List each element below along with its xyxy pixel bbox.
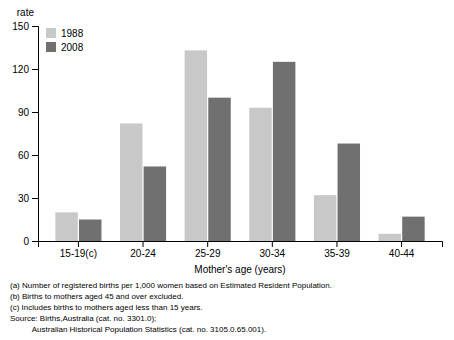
- y-tick-mark: [32, 241, 38, 242]
- y-tick: 90: [18, 107, 38, 118]
- y-tick-label: 150: [12, 21, 29, 32]
- y-tick-mark: [32, 155, 38, 156]
- legend-item: 1988: [46, 28, 84, 39]
- x-tick: 35-39: [324, 241, 350, 259]
- bar: [120, 123, 142, 241]
- y-tick-label: 120: [12, 64, 29, 75]
- x-tick: 15-19(c): [60, 241, 97, 259]
- x-tick-label: 30-34: [260, 248, 286, 259]
- bar: [273, 62, 295, 241]
- x-tick: 40-44: [389, 241, 415, 259]
- x-axis-title: Mother's age (years): [194, 264, 285, 275]
- annotation: Australian Historical Population Statist…: [10, 325, 266, 334]
- annotation: (a) Number of registered births per 1,00…: [10, 281, 332, 290]
- y-axis-line: [32, 27, 39, 242]
- y-tick: 0: [23, 236, 38, 247]
- x-axis: 15-19(c) 20-24 25-29 30-34 35-39 40-44: [39, 241, 443, 259]
- y-axis-title: rate: [17, 7, 35, 18]
- x-tick-label: 35-39: [324, 248, 350, 259]
- y-tick-mark: [32, 112, 38, 113]
- legend-label: 2008: [61, 42, 84, 53]
- y-tick-label: 60: [18, 150, 30, 161]
- bar: [55, 212, 77, 241]
- bar: [314, 195, 336, 241]
- bar: [249, 108, 271, 241]
- annotation: (c) Includes births to mothers aged less…: [10, 303, 203, 312]
- legend-label: 1988: [61, 28, 84, 39]
- bar: [208, 98, 230, 241]
- bar: [144, 166, 166, 241]
- y-tick-label: 90: [18, 107, 30, 118]
- x-tick: 20-24: [130, 241, 156, 259]
- legend-item: 2008: [46, 42, 84, 53]
- bar: [338, 144, 360, 241]
- x-tick: 30-34: [260, 241, 286, 259]
- bar-series: [79, 62, 425, 241]
- y-tick: 150: [12, 21, 38, 32]
- bar-series: [55, 50, 401, 241]
- y-axis: 0 30 60 90 120 150: [12, 21, 38, 247]
- bar: [402, 217, 424, 241]
- x-tick-label: 40-44: [389, 248, 415, 259]
- y-tick-mark: [32, 198, 38, 199]
- x-tick-label: 20-24: [130, 248, 156, 259]
- x-tick-mark: [336, 241, 337, 247]
- y-tick-mark: [32, 26, 38, 27]
- x-tick-label: 15-19(c): [60, 248, 97, 259]
- bars: [55, 50, 424, 241]
- bar: [379, 234, 401, 241]
- x-axis-line: [39, 242, 443, 248]
- legend: 1988 2008: [46, 28, 84, 53]
- legend-swatch: [46, 42, 56, 52]
- bar: [185, 50, 207, 241]
- x-tick-mark: [143, 241, 144, 247]
- annotation: Source: Births,Australia (cat. no. 3301.…: [10, 314, 156, 323]
- annotations: (a) Number of registered births per 1,00…: [10, 281, 332, 334]
- y-tick-label: 0: [23, 236, 29, 247]
- x-tick: 25-29: [195, 241, 221, 259]
- bar: [79, 220, 101, 242]
- legend-swatch: [46, 28, 56, 38]
- y-tick: 60: [18, 150, 38, 161]
- x-tick-mark: [272, 241, 273, 247]
- x-tick-mark: [207, 241, 208, 247]
- y-tick: 120: [12, 64, 38, 75]
- y-tick-label: 30: [18, 193, 30, 204]
- x-tick-label: 25-29: [195, 248, 221, 259]
- y-tick: 30: [18, 193, 38, 204]
- x-tick-mark: [78, 241, 79, 247]
- chart: 15-19(c) 20-24 25-29 30-34 35-39 40-44 0 30 60 90…: [0, 0, 454, 340]
- y-tick-mark: [32, 69, 38, 70]
- annotation: (b) Births to mothers aged 45 and over e…: [10, 292, 183, 301]
- x-tick-mark: [401, 241, 402, 247]
